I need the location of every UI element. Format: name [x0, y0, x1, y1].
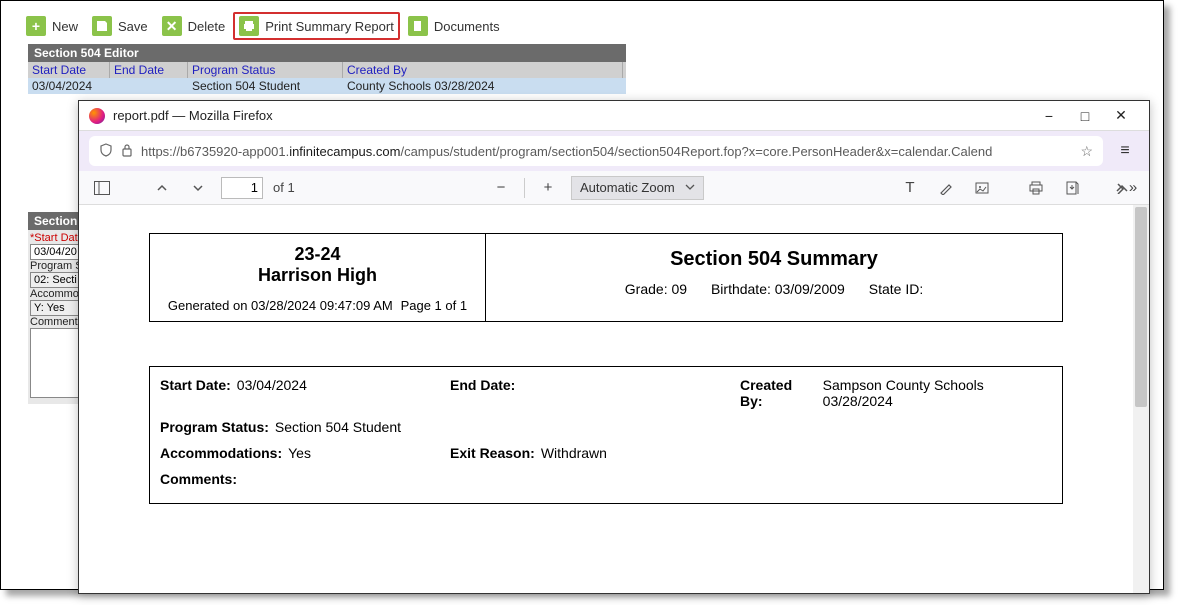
program-status-value: Section 504 Student [275, 419, 401, 435]
zoom-out-icon[interactable]: − [488, 175, 514, 201]
sidebar-toggle-icon[interactable] [89, 175, 115, 201]
program-status-label: Program Status: [160, 419, 269, 435]
print-label: Print Summary Report [265, 19, 394, 34]
save-icon [92, 16, 112, 36]
scrollbar[interactable] [1133, 205, 1149, 593]
editor-panel: Section 504 Editor Start Date End Date P… [28, 44, 626, 94]
scroll-thumb[interactable] [1135, 207, 1147, 407]
print-pdf-icon[interactable] [1023, 175, 1049, 201]
zoom-select[interactable]: Automatic Zoom [571, 176, 704, 200]
header-right: Section 504 Summary Grade: 09 Birthdate:… [486, 234, 1062, 321]
titlebar: report.pdf — Mozilla Firefox − □ ✕ [79, 101, 1149, 131]
image-tool-icon[interactable] [969, 175, 995, 201]
tools-menu-icon[interactable]: » [1113, 175, 1139, 201]
col-created[interactable]: Created By [343, 62, 623, 78]
new-label: New [52, 19, 78, 34]
cell-end [110, 78, 188, 94]
header-left: 23-24 Harrison High Generated on 03/28/2… [150, 234, 486, 321]
close-button[interactable]: ✕ [1103, 102, 1139, 130]
grade: Grade: 09 [625, 281, 687, 297]
firefox-window: report.pdf — Mozilla Firefox − □ ✕ https… [78, 100, 1150, 594]
end-date-label: End Date: [450, 377, 515, 409]
exit-reason-value: Withdrawn [541, 445, 607, 461]
maximize-button[interactable]: □ [1067, 102, 1103, 130]
accommodations-label: Accommodations: [160, 445, 282, 461]
url-text: https://b6735920-app001.infinitecampus.c… [141, 144, 992, 159]
page-up-icon[interactable] [149, 175, 175, 201]
pdf-viewport: 23-24 Harrison High Generated on 03/28/2… [79, 205, 1149, 593]
plus-icon: + [26, 16, 46, 36]
bookmark-icon[interactable]: ☆ [1080, 143, 1093, 160]
cell-created: County Schools 03/28/2024 [343, 78, 623, 94]
page-down-icon[interactable] [185, 175, 211, 201]
documents-label: Documents [434, 19, 500, 34]
comments-report-label: Comments: [160, 471, 237, 487]
save-label: Save [118, 19, 148, 34]
start-date-label: Start Date: [160, 377, 231, 409]
cell-start: 03/04/2024 [28, 78, 110, 94]
created-by-label: Created By: [740, 377, 817, 409]
pdf-page: 23-24 Harrison High Generated on 03/28/2… [79, 205, 1133, 532]
created-by-value: Sampson County Schools 03/28/2024 [823, 377, 1052, 409]
divider [524, 178, 525, 198]
report-title: Section 504 Summary [494, 248, 1054, 271]
shield-icon [99, 143, 113, 160]
delete-label: Delete [188, 19, 226, 34]
url-bar: https://b6735920-app001.infinitecampus.c… [79, 131, 1149, 171]
report-header: 23-24 Harrison High Generated on 03/28/2… [149, 233, 1063, 322]
birthdate: Birthdate: 03/09/2009 [711, 281, 845, 297]
accommodations-value: Yes [288, 445, 311, 461]
zoom-label: Automatic Zoom [580, 180, 675, 195]
editor-header-row: Start Date End Date Program Status Creat… [28, 62, 626, 78]
page-number-input[interactable] [221, 177, 263, 199]
print-icon [239, 16, 259, 36]
generated-on: Generated on 03/28/2024 09:47:09 AM [168, 298, 393, 313]
chevron-down-icon [685, 180, 695, 195]
draw-tool-icon[interactable] [933, 175, 959, 201]
text-tool-icon[interactable]: T [897, 175, 923, 201]
download-icon[interactable] [1059, 175, 1085, 201]
menu-button[interactable]: ≡ [1111, 137, 1139, 165]
state-id: State ID: [869, 281, 923, 297]
lock-icon [121, 143, 133, 160]
firefox-icon [89, 108, 105, 124]
cell-status: Section 504 Student [188, 78, 343, 94]
school-year: 23-24 [158, 244, 477, 265]
pdf-toolbar: of 1 − + Automatic Zoom T » [79, 171, 1149, 205]
start-date-value: 03/04/2024 [237, 377, 307, 409]
save-button[interactable]: Save [86, 13, 154, 39]
table-row[interactable]: 03/04/2024 Section 504 Student County Sc… [28, 78, 626, 94]
page-indicator: Page 1 of 1 [401, 298, 468, 313]
zoom-in-icon[interactable]: + [535, 175, 561, 201]
toolbar: + New Save ✕ Delete Print Summary Report… [20, 12, 506, 40]
delete-icon: ✕ [162, 16, 182, 36]
minimize-button[interactable]: − [1031, 102, 1067, 130]
url-field[interactable]: https://b6735920-app001.infinitecampus.c… [89, 136, 1103, 166]
page-of-label: of 1 [273, 180, 295, 195]
documents-icon [408, 16, 428, 36]
student-meta: Grade: 09 Birthdate: 03/09/2009 State ID… [494, 281, 1054, 297]
col-end[interactable]: End Date [110, 62, 188, 78]
school-name: Harrison High [158, 265, 477, 286]
window-title: report.pdf — Mozilla Firefox [113, 108, 1031, 123]
editor-title: Section 504 Editor [28, 44, 626, 62]
documents-button[interactable]: Documents [402, 13, 506, 39]
col-start[interactable]: Start Date [28, 62, 110, 78]
col-status[interactable]: Program Status [188, 62, 343, 78]
exit-reason-label: Exit Reason: [450, 445, 535, 461]
delete-button[interactable]: ✕ Delete [156, 13, 232, 39]
new-button[interactable]: + New [20, 13, 84, 39]
print-summary-button[interactable]: Print Summary Report [233, 12, 400, 40]
report-body: Start Date:03/04/2024 End Date: Created … [149, 366, 1063, 504]
